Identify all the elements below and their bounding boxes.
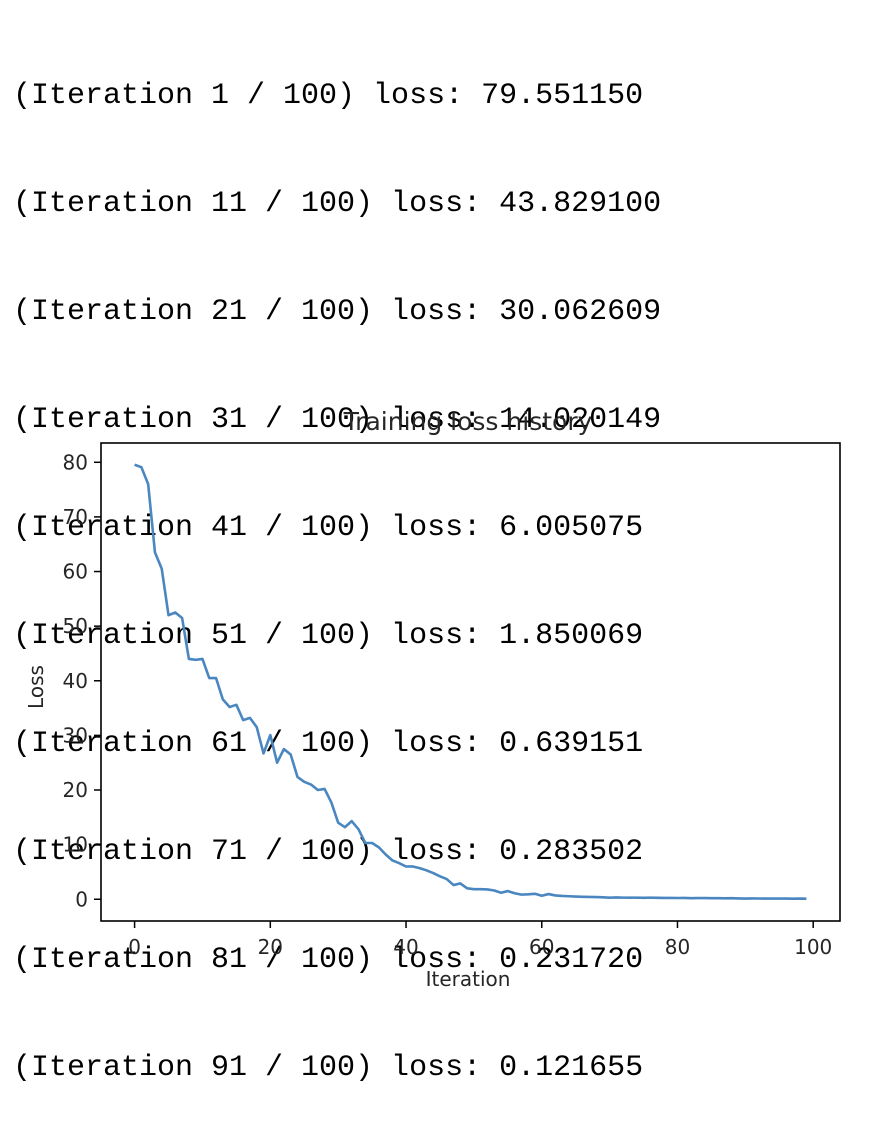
y-tick-label: 10: [63, 833, 88, 857]
y-tick-label: 30: [63, 723, 88, 747]
x-tick-label: 0: [128, 935, 141, 959]
log-line: (Iteration 11 / 100) loss: 43.829100: [13, 187, 662, 221]
log-line: (Iteration 31 / 100) loss: 14.020149: [13, 403, 662, 437]
x-tick-label: 100: [794, 935, 832, 959]
y-tick-label: 70: [63, 505, 88, 529]
x-tick-label: 60: [529, 935, 554, 959]
plot-frame: [100, 442, 841, 922]
log-line: (Iteration 1 / 100) loss: 79.551150: [13, 79, 644, 113]
training-log-output: (Iteration 1 / 100) loss: 79.551150 (Ite…: [13, 6, 661, 1122]
y-tick-label: 60: [63, 560, 88, 584]
x-tick-label: 80: [665, 935, 690, 959]
y-tick-label: 0: [75, 887, 88, 911]
x-axis-ticks: 0 20 40 60 80 100: [128, 921, 832, 959]
x-tick-label: 20: [258, 935, 283, 959]
log-line: (Iteration 71 / 100) loss: 0.283502: [13, 835, 644, 869]
log-line: (Iteration 61 / 100) loss: 0.639151: [13, 727, 644, 761]
log-line: (Iteration 51 / 100) loss: 1.850069: [13, 619, 644, 653]
log-line: (Iteration 21 / 100) loss: 30.062609: [13, 295, 662, 329]
chart-title: Training loss history: [343, 407, 593, 436]
log-line: (Iteration 81 / 100) loss: 0.231720: [13, 943, 644, 977]
y-tick-label: 80: [63, 450, 88, 474]
plot-border: [100, 442, 841, 922]
loss-line: [134, 463, 807, 901]
log-line: (Iteration 91 / 100) loss: 0.121655: [13, 1051, 644, 1085]
x-tick-label: 40: [393, 935, 418, 959]
y-tick-label: 20: [63, 778, 88, 802]
y-tick-label: 50: [63, 614, 88, 638]
y-tick-label: 40: [63, 669, 88, 693]
loss-chart: Training loss history 01020304050607080 …: [24, 407, 841, 991]
y-axis-ticks: 0 10 20 30 40 50 60 70 80: [63, 450, 101, 911]
log-line: (Iteration 41 / 100) loss: 6.005075: [13, 511, 644, 545]
y-axis-label: Loss: [24, 665, 48, 709]
x-axis-label: Iteration: [426, 967, 511, 991]
loss-series: [134, 463, 807, 901]
